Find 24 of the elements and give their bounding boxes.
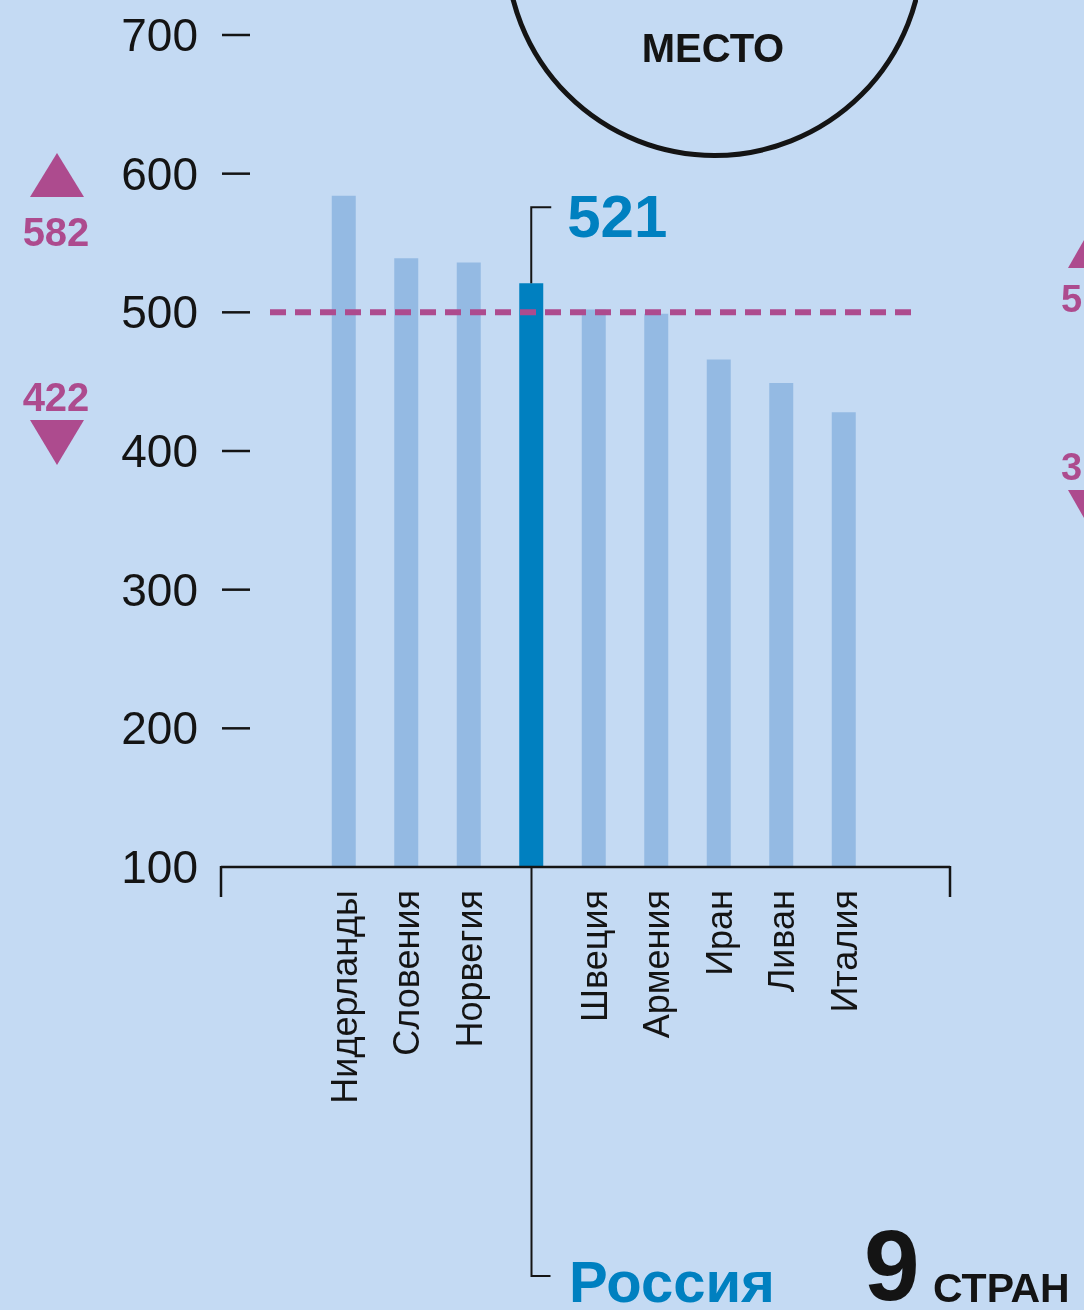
x-tick-label: Норвегия <box>448 890 490 1048</box>
text: СТРАН <box>933 1265 1070 1310</box>
y-tick-label: 700 <box>121 9 198 61</box>
text: 582 <box>22 210 90 254</box>
x-tick-label: Иран <box>698 890 740 976</box>
text: 3 <box>1061 446 1083 488</box>
y-tick-label: 200 <box>121 702 198 755</box>
text: Россия <box>569 1249 775 1310</box>
x-tick-label: Ливан <box>761 890 802 993</box>
y-tick-label: 400 <box>121 425 198 477</box>
data-label: 521 <box>567 183 668 251</box>
x-tick-label: Нидерланды <box>323 890 365 1104</box>
y-tick-label: 300 <box>121 563 198 616</box>
text: 9 <box>864 1209 920 1310</box>
y-tick-label: 600 <box>121 147 198 200</box>
text: 422 <box>22 375 90 419</box>
x-tick-label: Италия <box>823 890 865 1013</box>
y-tick-label: 100 <box>121 841 198 893</box>
annotation: МЕСТО <box>641 26 785 70</box>
y-tick-label: 500 <box>121 286 198 339</box>
text: 5 <box>1061 278 1083 320</box>
x-tick-label: Швеция <box>573 890 615 1022</box>
x-tick-label: Армения <box>636 890 677 1039</box>
x-tick-label: Словения <box>386 890 427 1056</box>
